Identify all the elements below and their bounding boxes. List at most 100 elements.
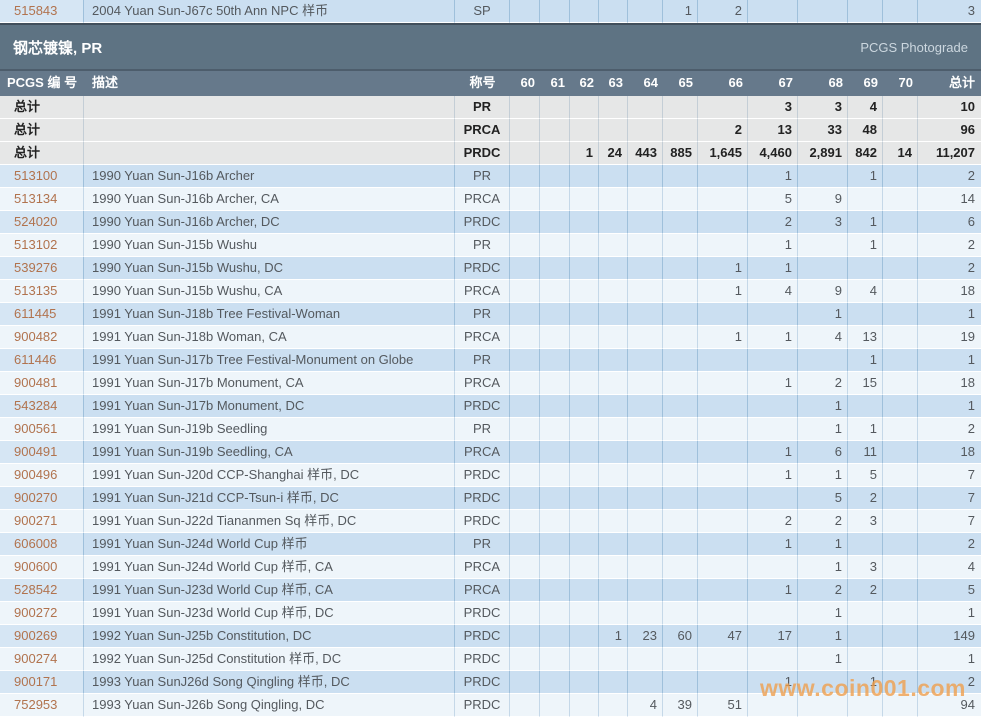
pcgs-id-link[interactable]: 752953 [0, 694, 84, 717]
grade-65-count [663, 671, 698, 694]
pcgs-id-link[interactable]: 900491 [0, 441, 84, 464]
grade-60-count [510, 464, 540, 487]
grade-62-count [570, 188, 599, 211]
grade-67-count: 1 [748, 464, 798, 487]
row-total: 7 [918, 487, 981, 510]
grade-64-count [628, 257, 663, 280]
grade-66-count [698, 165, 748, 188]
grade-66-count [698, 602, 748, 625]
grade-62-count [570, 694, 599, 717]
grade-62-count [570, 418, 599, 441]
row-total: 1 [918, 303, 981, 326]
pcgs-id-link[interactable]: 900561 [0, 418, 84, 441]
data-rows: 513100 1990 Yuan Sun-J16b Archer PR 1 1 2 5131… [0, 165, 981, 717]
photograde-link[interactable]: PCGS Photograde [860, 39, 968, 55]
pcgs-id-link[interactable]: 513102 [0, 234, 84, 257]
grade-67-count: 1 [748, 326, 798, 349]
table-row: 900171 1993 Yuan SunJ26d Song Qingling 样币… [0, 671, 981, 694]
designation-badge: PRDC [455, 510, 510, 533]
grade-65-count [663, 372, 698, 395]
pcgs-id-link[interactable]: 900270 [0, 487, 84, 510]
row-total: 2 [918, 257, 981, 280]
pcgs-id-link[interactable]: 524020 [0, 211, 84, 234]
grade-70-count [883, 280, 918, 303]
grade-62-count [570, 0, 599, 23]
grade-61-count [540, 625, 570, 648]
grade-69-count: 2 [848, 487, 883, 510]
coin-description: 1993 Yuan SunJ26d Song Qingling 样币, DC [84, 671, 455, 694]
pcgs-id-link[interactable]: 611446 [0, 349, 84, 372]
grade-60-count [510, 648, 540, 671]
grade-65-count [663, 579, 698, 602]
coin-description: 1993 Yuan Sun-J26b Song Qingling, DC [84, 694, 455, 717]
grade-66-count [698, 579, 748, 602]
pcgs-id-link[interactable]: 900272 [0, 602, 84, 625]
coin-description: 1991 Yuan Sun-J24d World Cup 样币 [84, 533, 455, 556]
row-total: 94 [918, 694, 981, 717]
pcgs-id-link[interactable]: 513100 [0, 165, 84, 188]
table-row: 539276 1990 Yuan Sun-J15b Wushu, DC PRDC 1 1… [0, 257, 981, 280]
pcgs-id-link[interactable]: 513135 [0, 280, 84, 303]
grade-68-count [798, 257, 848, 280]
grade-62-count [570, 96, 599, 119]
designation-badge: PRDC [455, 257, 510, 280]
grade-64-count [628, 671, 663, 694]
grade-61-count [540, 280, 570, 303]
grade-67-count: 2 [748, 510, 798, 533]
pcgs-id-link[interactable]: 900482 [0, 326, 84, 349]
pcgs-id-link[interactable]: 539276 [0, 257, 84, 280]
grade-63-count [599, 326, 628, 349]
grade-61-count [540, 418, 570, 441]
row-total: 6 [918, 211, 981, 234]
grade-68-count [798, 234, 848, 257]
pcgs-id-link[interactable]: 513134 [0, 188, 84, 211]
grade-67-count: 13 [748, 119, 798, 142]
grade-69-count: 1 [848, 165, 883, 188]
designation-badge: PR [455, 418, 510, 441]
grade-66-count: 1,645 [698, 142, 748, 165]
grade-60-count [510, 579, 540, 602]
coin-description: 1991 Yuan Sun-J23d World Cup 样币, CA [84, 579, 455, 602]
pcgs-id-link[interactable]: 900496 [0, 464, 84, 487]
pcgs-id-link[interactable]: 900271 [0, 510, 84, 533]
grade-63-count [599, 418, 628, 441]
pcgs-id-link[interactable]: 515843 [0, 0, 84, 23]
grade-65-count [663, 510, 698, 533]
pcgs-id-link[interactable]: 900481 [0, 372, 84, 395]
summary-rows: 总计 PR 3 3 4 10 总计 PRCA 2 13 33 48 96 总计 PRDC 1 24 443 885 1… [0, 96, 981, 165]
grade-67-count [748, 395, 798, 418]
grade-64-count [628, 234, 663, 257]
grade-68-count: 1 [798, 418, 848, 441]
pcgs-id-link[interactable]: 611445 [0, 303, 84, 326]
grade-69-count: 3 [848, 510, 883, 533]
designation-badge: SP [455, 0, 510, 23]
grade-65-count [663, 165, 698, 188]
grade-60-count [510, 372, 540, 395]
grade-61-count [540, 671, 570, 694]
grade-61-count [540, 142, 570, 165]
pcgs-id-link[interactable]: 900171 [0, 671, 84, 694]
pcgs-id-link[interactable]: 900269 [0, 625, 84, 648]
grade-62-count: 1 [570, 142, 599, 165]
grade-64-count [628, 165, 663, 188]
grade-64-count [628, 0, 663, 23]
grade-67-count: 1 [748, 671, 798, 694]
grade-62-count [570, 211, 599, 234]
row-total: 18 [918, 280, 981, 303]
col-header-grade-66: 66 [728, 75, 743, 90]
pcgs-id-link[interactable]: 606008 [0, 533, 84, 556]
grade-68-count: 33 [798, 119, 848, 142]
row-total: 10 [918, 96, 981, 119]
pcgs-id-link[interactable]: 543284 [0, 395, 84, 418]
grade-68-count [798, 349, 848, 372]
table-row: 543284 1991 Yuan Sun-J17b Monument, DC PRD… [0, 395, 981, 418]
grade-60-count [510, 257, 540, 280]
grade-67-count [748, 694, 798, 717]
grade-66-count [698, 671, 748, 694]
pcgs-id-link[interactable]: 900600 [0, 556, 84, 579]
row-total: 2 [918, 533, 981, 556]
grade-70-count [883, 119, 918, 142]
pcgs-id-link[interactable]: 900274 [0, 648, 84, 671]
grade-65-count [663, 418, 698, 441]
pcgs-id-link[interactable]: 528542 [0, 579, 84, 602]
